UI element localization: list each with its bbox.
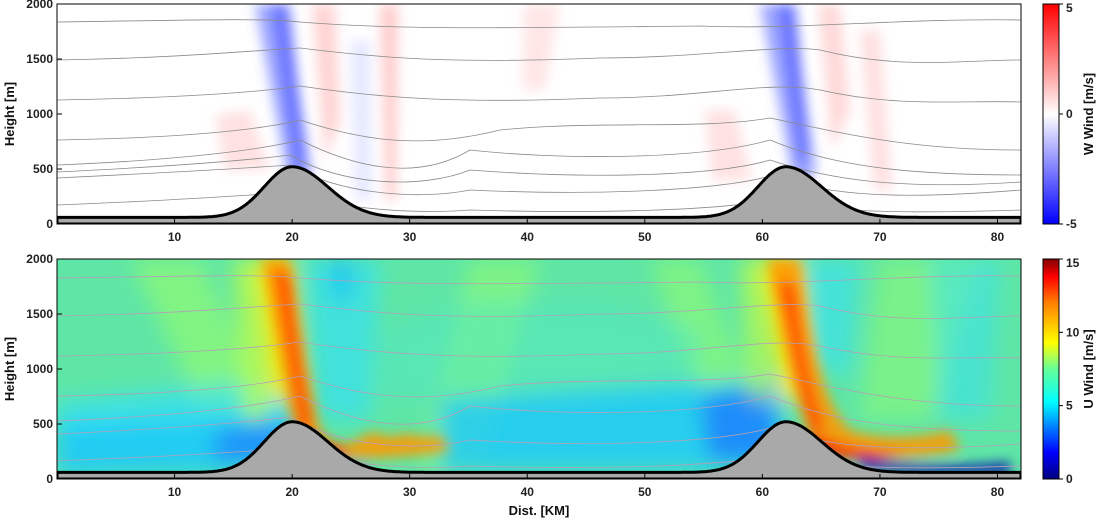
w-cbtick-label: 0 bbox=[1066, 107, 1073, 121]
w-colorbar bbox=[1042, 3, 1060, 225]
w-y-axis: 0 500 1000 1500 2000 bbox=[26, 0, 62, 231]
u-xtick-label: 80 bbox=[991, 485, 1005, 499]
w-colorbar-ticks: 5 0 -5 bbox=[1059, 1, 1077, 231]
u-colorbar-label: U Wind [m/s] bbox=[1081, 329, 1096, 408]
u-cbtick-label: 10 bbox=[1066, 325, 1080, 339]
u-cbtick-label: 0 bbox=[1066, 472, 1073, 486]
u-colorbar bbox=[1042, 258, 1060, 480]
u-cbtick-label: 15 bbox=[1066, 256, 1080, 270]
u-terrain bbox=[57, 420, 1021, 479]
w-xtick-label: 70 bbox=[873, 230, 887, 244]
u-xtick-label: 20 bbox=[285, 485, 299, 499]
w-xtick-label: 60 bbox=[756, 230, 770, 244]
u-xlabel: Dist. [KM] bbox=[509, 503, 570, 518]
w-xtick-label: 50 bbox=[638, 230, 652, 244]
u-xtick-label: 40 bbox=[521, 485, 535, 499]
w-contour-lines bbox=[57, 19, 1021, 213]
w-cbtick-label: 5 bbox=[1066, 1, 1073, 15]
u-xtick-label: 50 bbox=[638, 485, 652, 499]
w-ytick-label: 1000 bbox=[26, 107, 53, 121]
u-xtick-label: 10 bbox=[168, 485, 182, 499]
u-x-axis: 10 20 30 40 50 60 70 80 bbox=[168, 474, 1005, 499]
w-colorbar-label: W Wind [m/s] bbox=[1081, 73, 1096, 155]
u-ylabel: Height [m] bbox=[2, 337, 17, 401]
u-cbtick-label: 5 bbox=[1066, 399, 1073, 413]
w-ytick-label: 0 bbox=[46, 217, 53, 231]
u-xtick-label: 30 bbox=[403, 485, 417, 499]
w-xtick-label: 30 bbox=[403, 230, 417, 244]
u-xtick-label: 60 bbox=[756, 485, 770, 499]
w-xtick-label: 40 bbox=[521, 230, 535, 244]
w-ytick-label: 2000 bbox=[26, 0, 53, 11]
w-terrain bbox=[57, 165, 1021, 224]
u-xtick-label: 70 bbox=[873, 485, 887, 499]
u-ytick-label: 2000 bbox=[26, 252, 53, 266]
w-xtick-label: 80 bbox=[991, 230, 1005, 244]
w-wind-field bbox=[57, 4, 1021, 224]
w-xtick-label: 10 bbox=[168, 230, 182, 244]
w-ylabel: Height [m] bbox=[2, 82, 17, 146]
w-x-axis: 10 20 30 40 50 60 70 80 bbox=[168, 219, 1005, 244]
u-wind-field bbox=[57, 259, 1021, 479]
u-ytick-label: 1500 bbox=[26, 307, 53, 321]
u-ytick-label: 500 bbox=[33, 417, 53, 431]
w-ytick-label: 500 bbox=[33, 162, 53, 176]
u-ytick-label: 1000 bbox=[26, 362, 53, 376]
u-colorbar-ticks: 15 10 5 0 bbox=[1059, 256, 1080, 486]
u-ytick-label: 0 bbox=[46, 472, 53, 486]
w-xtick-label: 20 bbox=[285, 230, 299, 244]
w-cbtick-label: -5 bbox=[1066, 217, 1077, 231]
u-y-axis: 0 500 1000 1500 2000 bbox=[26, 252, 62, 486]
w-ytick-label: 1500 bbox=[26, 52, 53, 66]
